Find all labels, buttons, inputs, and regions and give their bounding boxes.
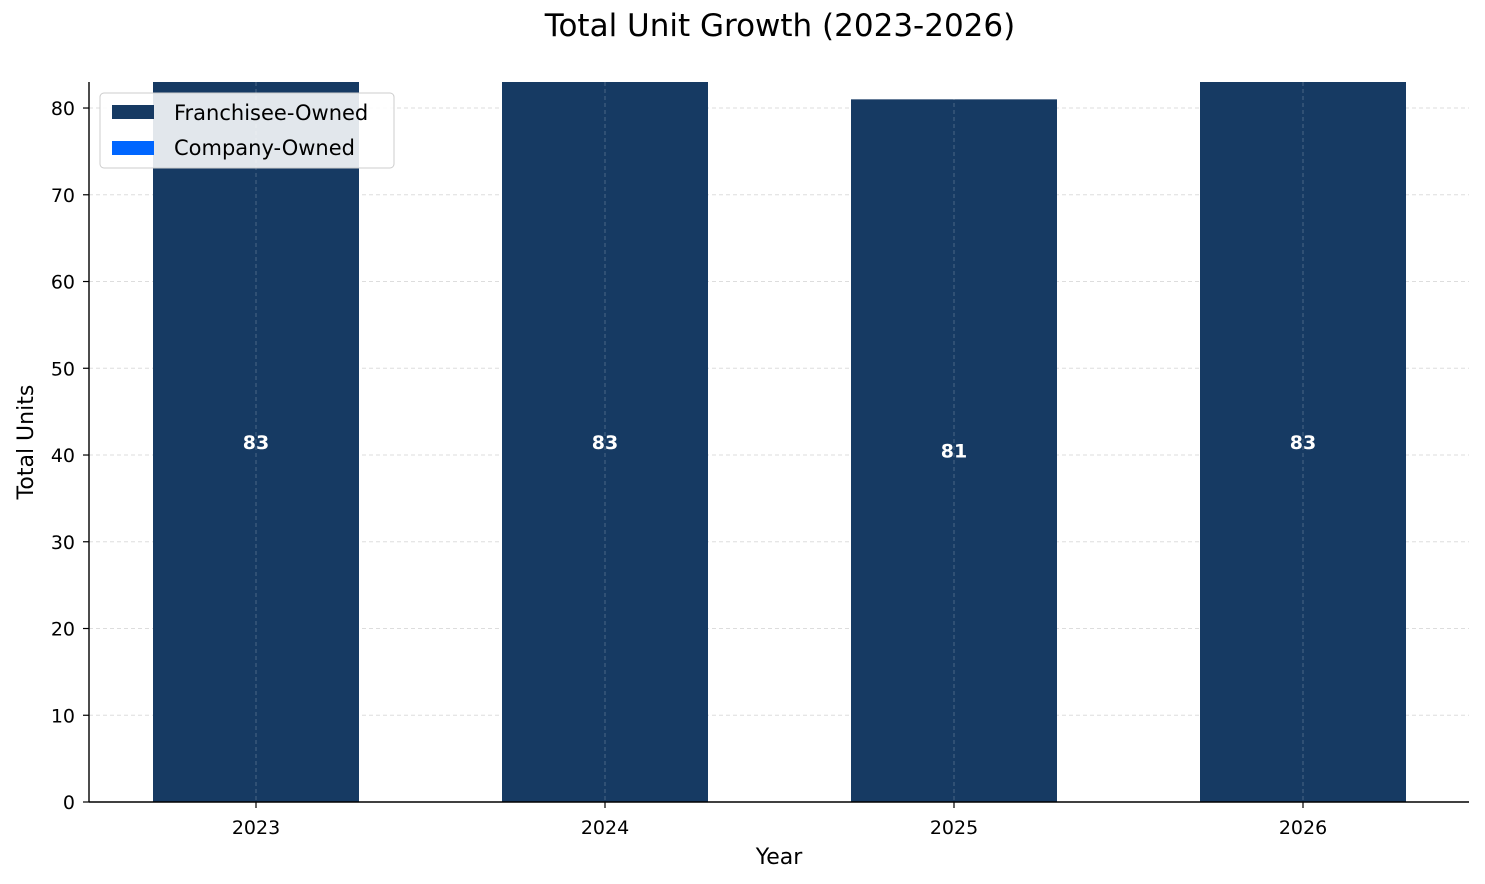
x-tick-label: 2023 bbox=[232, 817, 280, 839]
y-tick-label: 20 bbox=[51, 619, 75, 641]
vertical-grid-lines bbox=[255, 82, 1304, 802]
x-axis-label: Year bbox=[755, 845, 804, 870]
bars bbox=[153, 82, 1406, 803]
bar-franchisee-2026 bbox=[1200, 82, 1406, 802]
bar-value-label: 83 bbox=[592, 432, 618, 454]
chart-title: Total Unit Growth (2023-2026) bbox=[544, 8, 1016, 44]
legend: Franchisee-Owned Company-Owned bbox=[99, 92, 395, 169]
y-tick-label: 0 bbox=[63, 792, 75, 814]
legend-label-company: Company-Owned bbox=[174, 136, 355, 160]
y-tick-label: 70 bbox=[51, 185, 75, 207]
legend-frame bbox=[99, 92, 395, 169]
bar-value-label: 81 bbox=[941, 441, 967, 463]
x-tick-label: 2024 bbox=[581, 817, 629, 839]
y-axis-label: Total Units bbox=[14, 385, 39, 501]
bar-value-label: 83 bbox=[1290, 432, 1316, 454]
legend-swatch-company bbox=[112, 141, 154, 155]
x-tick-label: 2026 bbox=[1279, 817, 1327, 839]
axes bbox=[88, 82, 1469, 803]
bar-value-label: 83 bbox=[243, 432, 269, 454]
legend-label-franchisee: Franchisee-Owned bbox=[174, 101, 368, 125]
bar-value-labels: 83 83 81 83 bbox=[243, 432, 1316, 463]
y-tick-label: 30 bbox=[51, 532, 75, 554]
bar-franchisee-2025 bbox=[851, 99, 1057, 803]
bar-franchisee-2023 bbox=[153, 82, 359, 802]
x-tick-label: 2025 bbox=[930, 817, 978, 839]
y-tick-label: 80 bbox=[51, 98, 75, 120]
y-tick-label: 60 bbox=[51, 272, 75, 294]
y-tick-label: 10 bbox=[51, 705, 75, 727]
bar-franchisee-2024 bbox=[502, 82, 708, 802]
y-tick-label: 40 bbox=[51, 445, 75, 467]
legend-swatch-franchisee bbox=[112, 105, 154, 119]
tick-labels: 0 10 20 30 40 50 60 70 80 2023 2024 2025 2026 bbox=[51, 98, 1327, 839]
y-tick-label: 50 bbox=[51, 358, 75, 380]
